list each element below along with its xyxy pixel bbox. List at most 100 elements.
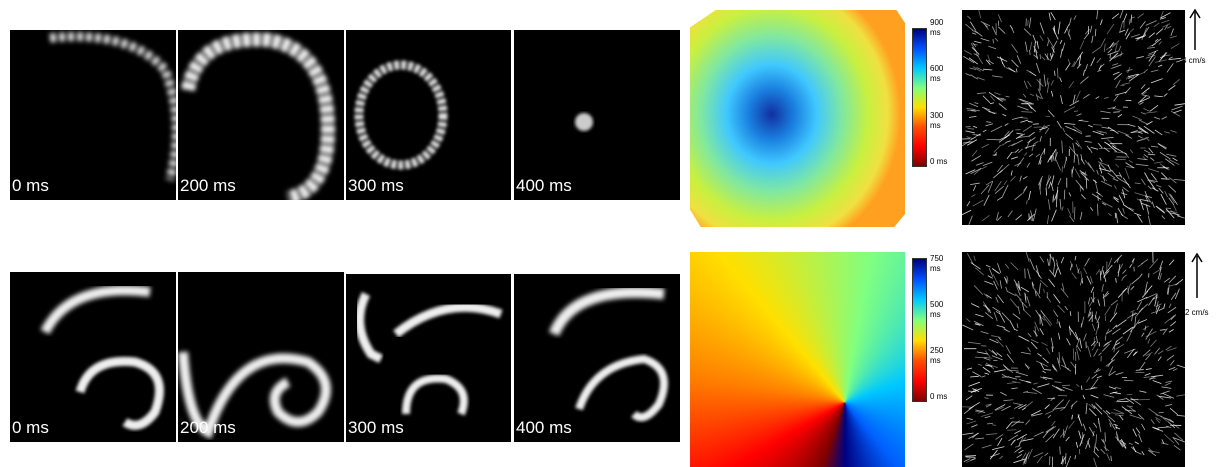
vector [988,46,996,49]
vector [1017,106,1028,110]
vector [1048,199,1050,210]
vector [1091,57,1095,66]
vector [992,447,1004,450]
vector [1099,353,1102,356]
vector [1122,83,1130,85]
vector [1135,183,1141,184]
vector [1057,121,1061,128]
vector [1115,387,1121,388]
vector [1073,143,1075,155]
vector [1005,123,1009,125]
frame: 400 ms [514,30,680,200]
vector [1006,287,1008,292]
vector [1129,443,1133,444]
vector [1160,164,1170,170]
vector [1173,369,1177,371]
vector [1053,28,1058,39]
vector [967,368,972,369]
vector [1167,355,1174,360]
vector [994,145,1001,152]
frame: 0 ms [10,30,176,200]
vector [1008,211,1013,217]
vector [1126,33,1130,39]
vector [1045,453,1049,456]
vector [1113,108,1121,111]
vector [1138,136,1143,138]
vector [1149,33,1155,38]
vector [1140,362,1145,370]
vector [972,47,979,54]
vector [1171,29,1174,36]
vector [1116,320,1127,327]
vector [1147,197,1152,204]
vector [1076,384,1079,387]
vector [1030,259,1035,270]
vector [1093,125,1102,126]
vector [999,103,1007,109]
vector [967,418,973,419]
colorbar-tick-label: 600 ms [930,64,956,84]
vector [972,33,976,34]
vector [1036,270,1042,278]
vector [1123,204,1133,211]
vector [1150,340,1156,347]
vector [1161,443,1168,445]
vector [1104,44,1105,52]
vector [1069,192,1071,196]
vector [1028,347,1031,351]
vector [1169,276,1176,283]
vector [1049,13,1050,21]
vector [1026,252,1029,262]
vector [1092,47,1101,53]
vector [1111,350,1119,359]
vector [1029,132,1035,136]
vector [971,194,975,196]
colorbar-tick-label: 250 ms [930,346,956,366]
vector [977,77,985,80]
vector [985,416,991,417]
vector [1056,260,1057,264]
vector [1148,186,1152,189]
vector [1100,158,1103,162]
vector [1027,163,1030,168]
vector [1121,51,1122,56]
vector [1156,29,1163,35]
vector [1137,139,1146,141]
vector [985,373,990,374]
vector [1108,416,1116,422]
vector [1036,63,1039,73]
vector [976,53,983,64]
vector [1065,133,1073,139]
vector [1177,216,1185,218]
vector [1007,354,1014,363]
vector [1027,137,1035,142]
vector [1031,339,1038,343]
vector [1061,288,1068,297]
vector [1154,162,1163,164]
vector [1140,21,1146,28]
vector [1066,456,1070,467]
vector [963,56,974,63]
vector [1000,392,1006,395]
vector [1175,289,1179,299]
vector [1083,94,1089,98]
vector [1096,434,1097,444]
vector [965,131,974,133]
vector [1032,143,1034,151]
vector [1141,84,1145,89]
frame: 0 ms [10,272,176,442]
vector [990,96,994,101]
vector [1111,300,1118,305]
vector [1065,306,1068,310]
vector [1048,279,1054,287]
vector [1080,338,1082,348]
vector [1110,313,1117,322]
vector [1137,297,1147,302]
vector [1026,200,1027,204]
vector [1171,44,1179,49]
vector [1021,287,1029,292]
vector [1145,326,1146,331]
vector [1075,455,1076,459]
vector [1088,298,1090,305]
vector [969,116,976,117]
